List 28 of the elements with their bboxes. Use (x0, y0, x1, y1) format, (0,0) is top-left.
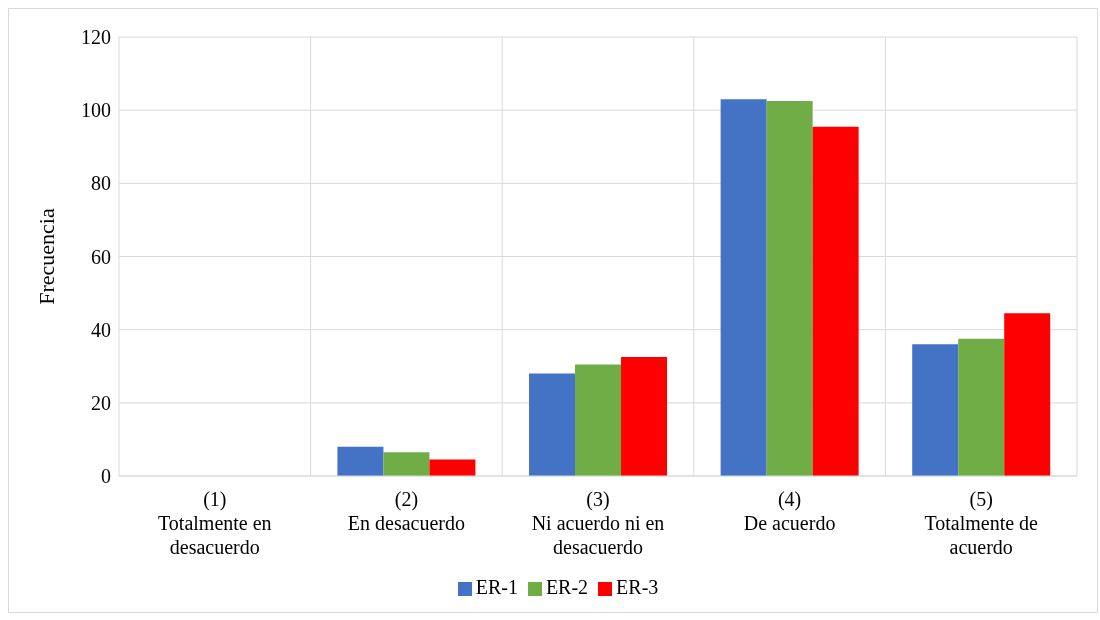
bar (429, 459, 476, 476)
legend-label: ER-2 (545, 576, 589, 598)
y-tick-label: 120 (81, 26, 111, 49)
y-tick-label: 40 (91, 318, 111, 341)
bar (958, 338, 1005, 476)
bar (621, 357, 668, 476)
bar (1004, 313, 1051, 476)
x-tick-label: (5) Totalmente de acuerdo (924, 488, 1039, 558)
x-tick-label: (3) Ni acuerdo ni en desacuerdo (531, 488, 665, 558)
bar (383, 452, 430, 476)
bar (720, 99, 767, 476)
x-tick-label: (4) De acuerdo (743, 488, 836, 534)
legend-label: ER-3 (616, 576, 659, 598)
y-axis-title: Frecuencia (33, 208, 59, 305)
x-tick-label: (1) Totalmente en desacuerdo (158, 488, 272, 558)
y-tick-label: 0 (101, 465, 111, 488)
y-tick-label: 60 (91, 245, 111, 268)
y-tick-label: 100 (81, 99, 111, 122)
x-tick-label: (2) En desacuerdo (347, 488, 465, 534)
bar (575, 364, 622, 476)
bar (912, 344, 959, 476)
bar (529, 373, 576, 476)
y-tick-label: 20 (91, 391, 111, 414)
bar (812, 126, 859, 476)
legend-label: ER-1 (475, 576, 518, 598)
bar (766, 101, 813, 476)
y-tick-label: 80 (91, 172, 111, 195)
bar (337, 446, 384, 476)
